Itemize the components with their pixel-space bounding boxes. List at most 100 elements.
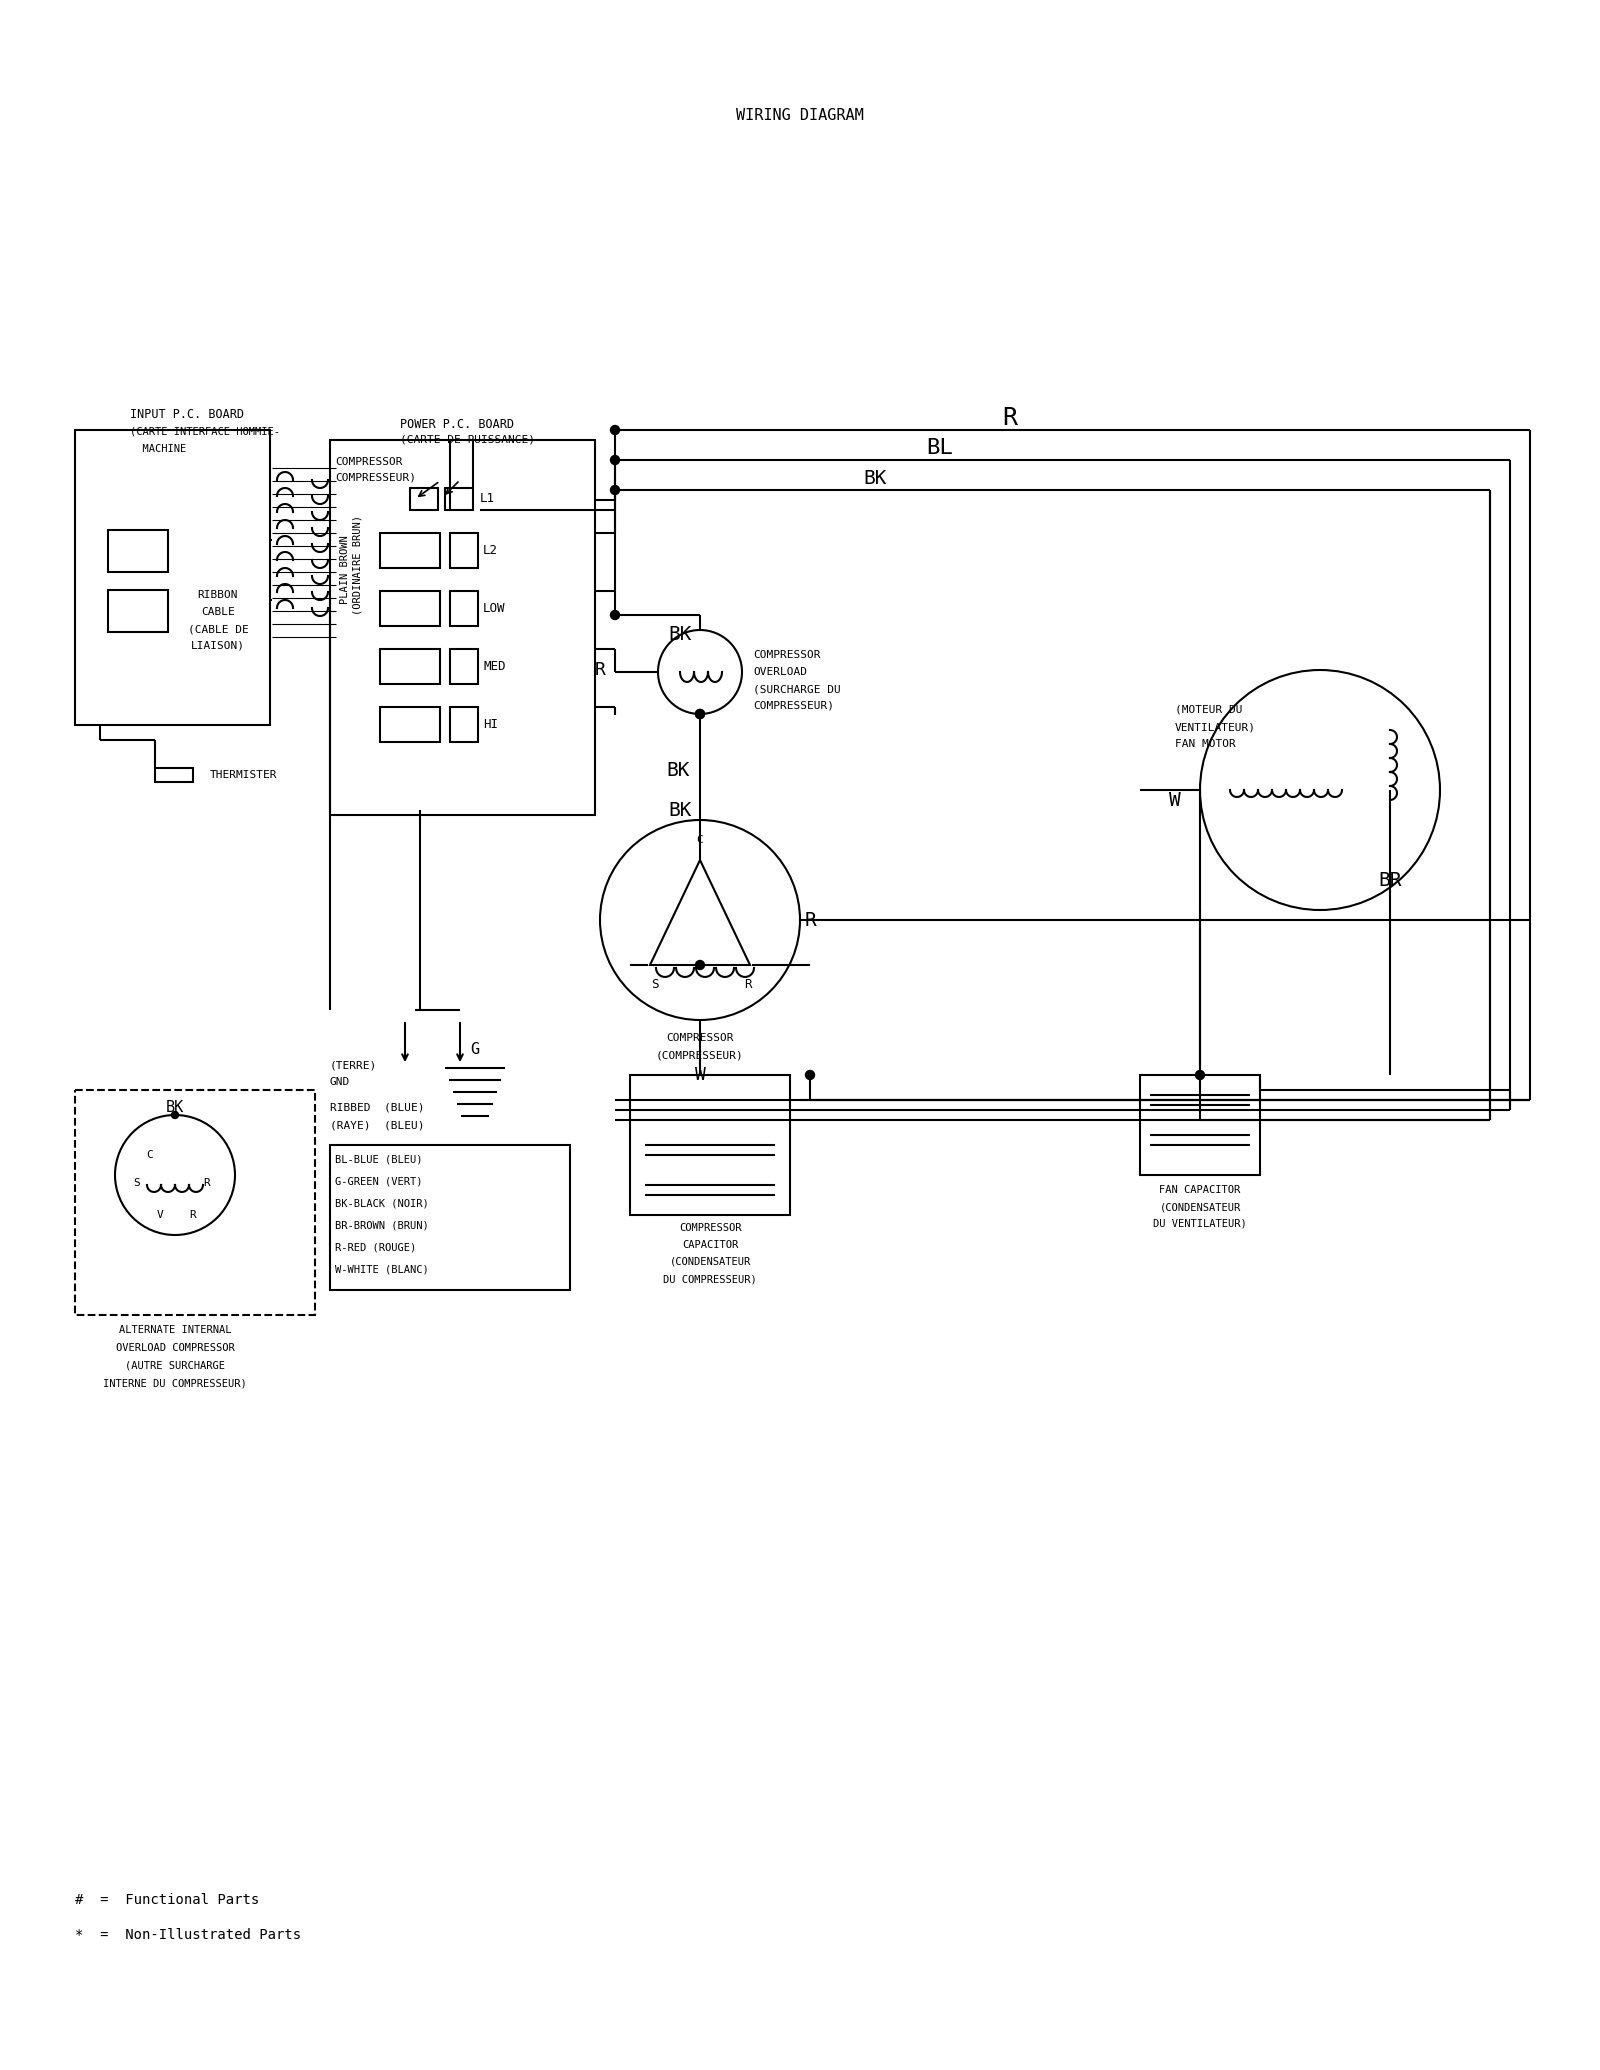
Text: *  =  Non-Illustrated Parts: * = Non-Illustrated Parts (75, 1927, 301, 1942)
Text: BR-BROWN (BRUN): BR-BROWN (BRUN) (334, 1221, 429, 1232)
Text: MACHINE: MACHINE (130, 443, 186, 453)
Circle shape (611, 455, 619, 464)
Text: W: W (694, 1066, 706, 1085)
Text: W-WHITE (BLANC): W-WHITE (BLANC) (334, 1265, 429, 1275)
Text: PLAIN BROWN: PLAIN BROWN (339, 536, 350, 604)
Text: V: V (157, 1211, 163, 1219)
Text: FAN CAPACITOR: FAN CAPACITOR (1160, 1184, 1240, 1194)
Text: BL-BLUE (BLEU): BL-BLUE (BLEU) (334, 1155, 422, 1165)
Circle shape (611, 486, 619, 495)
Bar (109, 530, 168, 571)
Text: COMPRESSOR: COMPRESSOR (678, 1223, 741, 1234)
Text: LOW: LOW (483, 602, 506, 615)
Text: S: S (651, 979, 659, 992)
Text: G: G (470, 1043, 480, 1058)
Text: (AUTRE SURCHARGE: (AUTRE SURCHARGE (125, 1360, 226, 1370)
Circle shape (696, 710, 704, 718)
Text: BK-BLACK (NOIR): BK-BLACK (NOIR) (334, 1199, 429, 1209)
Text: COMPRESSOR: COMPRESSOR (334, 457, 403, 468)
Text: LIAISON): LIAISON) (190, 642, 245, 650)
Text: COMPRESSEUR): COMPRESSEUR) (334, 474, 416, 482)
Text: (SURCHARGE DU: (SURCHARGE DU (754, 683, 840, 693)
Text: RIBBED  (BLUE): RIBBED (BLUE) (330, 1103, 424, 1114)
Bar (381, 708, 440, 741)
Bar (381, 532, 440, 567)
Text: COMPRESSOR: COMPRESSOR (754, 650, 821, 660)
Text: FAN MOTOR: FAN MOTOR (1174, 739, 1235, 749)
Text: R: R (805, 911, 816, 929)
Text: MED: MED (483, 660, 506, 673)
Text: ALTERNATE INTERNAL: ALTERNATE INTERNAL (118, 1325, 232, 1335)
Text: #  =  Functional Parts: # = Functional Parts (75, 1892, 259, 1906)
Text: BK: BK (864, 468, 886, 489)
Circle shape (1195, 1070, 1205, 1078)
Text: DU COMPRESSEUR): DU COMPRESSEUR) (662, 1273, 757, 1283)
Text: R: R (190, 1211, 197, 1219)
Bar (450, 592, 478, 625)
Text: S: S (134, 1178, 141, 1188)
Text: R: R (595, 660, 605, 679)
Text: (COMPRESSEUR): (COMPRESSEUR) (656, 1049, 744, 1060)
Text: BL: BL (926, 439, 954, 457)
Text: W: W (1170, 791, 1181, 809)
Bar (330, 1145, 570, 1290)
Text: (TERRE): (TERRE) (330, 1060, 378, 1070)
Text: CABLE: CABLE (202, 607, 235, 617)
Text: INTERNE DU COMPRESSEUR): INTERNE DU COMPRESSEUR) (102, 1379, 246, 1389)
Circle shape (696, 710, 704, 718)
Text: (RAYE)  (BLEU): (RAYE) (BLEU) (330, 1120, 424, 1130)
Text: POWER P.C. BOARD: POWER P.C. BOARD (400, 418, 514, 431)
Text: GND: GND (330, 1076, 350, 1087)
Bar (381, 592, 440, 625)
Text: VENTILATEUR): VENTILATEUR) (1174, 722, 1256, 733)
Text: CAPACITOR: CAPACITOR (682, 1240, 738, 1250)
Text: (CARTE INTERFACE HOMMIE-: (CARTE INTERFACE HOMMIE- (130, 426, 280, 437)
Bar (410, 489, 438, 509)
Bar (75, 431, 270, 724)
Bar (330, 441, 595, 816)
Text: THERMISTER: THERMISTER (210, 770, 277, 780)
Text: C: C (696, 834, 704, 845)
Text: R-RED (ROUGE): R-RED (ROUGE) (334, 1242, 416, 1252)
Circle shape (611, 426, 619, 435)
Text: BR: BR (1378, 871, 1402, 890)
Circle shape (611, 611, 619, 619)
Text: (CONDENSATEUR: (CONDENSATEUR (1160, 1203, 1240, 1213)
Text: DU VENTILATEUR): DU VENTILATEUR) (1154, 1219, 1246, 1230)
Bar (109, 590, 168, 631)
Text: R: R (1003, 406, 1018, 431)
Bar (75, 1091, 315, 1314)
Text: (CARTE DE PUISSANCE): (CARTE DE PUISSANCE) (400, 435, 534, 445)
Text: BK: BK (666, 760, 690, 780)
Text: (MOTEUR DU: (MOTEUR DU (1174, 706, 1243, 714)
Bar (450, 650, 478, 683)
Bar (450, 532, 478, 567)
Text: (CONDENSATEUR: (CONDENSATEUR (669, 1256, 750, 1267)
Bar (630, 1074, 790, 1215)
Bar (155, 768, 194, 782)
Circle shape (171, 1112, 179, 1118)
Text: (CABLE DE: (CABLE DE (187, 623, 248, 633)
Text: L2: L2 (483, 544, 498, 557)
Text: BK: BK (669, 625, 691, 644)
Bar (381, 650, 440, 683)
Text: R: R (203, 1178, 210, 1188)
Text: COMPRESSEUR): COMPRESSEUR) (754, 702, 834, 710)
Text: (ORDINAIRE BRUN): (ORDINAIRE BRUN) (354, 515, 363, 615)
Text: G-GREEN (VERT): G-GREEN (VERT) (334, 1178, 422, 1186)
Text: OVERLOAD: OVERLOAD (754, 667, 806, 677)
Text: WIRING DIAGRAM: WIRING DIAGRAM (736, 108, 864, 122)
Bar (450, 708, 478, 741)
Circle shape (805, 1070, 814, 1078)
Text: BK: BK (669, 801, 691, 820)
Text: COMPRESSOR: COMPRESSOR (666, 1033, 734, 1043)
Text: BK: BK (166, 1101, 184, 1116)
Text: INPUT P.C. BOARD: INPUT P.C. BOARD (130, 408, 243, 422)
Text: OVERLOAD COMPRESSOR: OVERLOAD COMPRESSOR (115, 1343, 234, 1354)
Circle shape (696, 960, 704, 969)
Bar (445, 489, 474, 509)
Text: C: C (147, 1151, 154, 1159)
Text: RIBBON: RIBBON (198, 590, 238, 600)
Bar (1139, 1074, 1261, 1176)
Text: HI: HI (483, 718, 498, 731)
